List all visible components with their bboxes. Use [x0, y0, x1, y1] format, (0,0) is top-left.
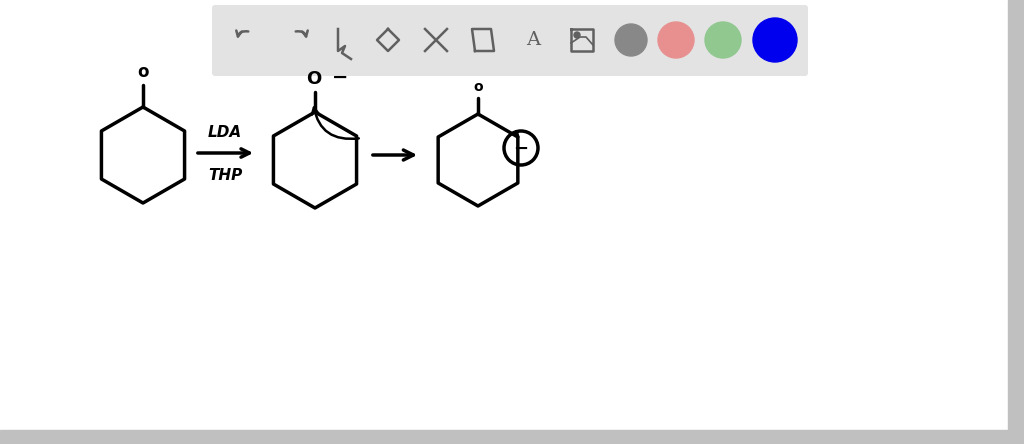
Circle shape — [615, 24, 647, 56]
Text: −: − — [513, 140, 528, 158]
Text: o: o — [473, 80, 482, 94]
Circle shape — [705, 22, 741, 58]
Text: o: o — [137, 63, 148, 81]
Bar — [1008, 0, 1024, 444]
Circle shape — [753, 18, 797, 62]
Text: THP: THP — [208, 168, 242, 183]
Circle shape — [574, 32, 580, 38]
Text: −: − — [332, 68, 348, 87]
Circle shape — [658, 22, 694, 58]
Text: A: A — [526, 31, 540, 49]
Text: LDA: LDA — [208, 125, 242, 140]
FancyBboxPatch shape — [212, 5, 808, 76]
Text: O: O — [306, 70, 322, 88]
Bar — [0, 430, 1008, 444]
